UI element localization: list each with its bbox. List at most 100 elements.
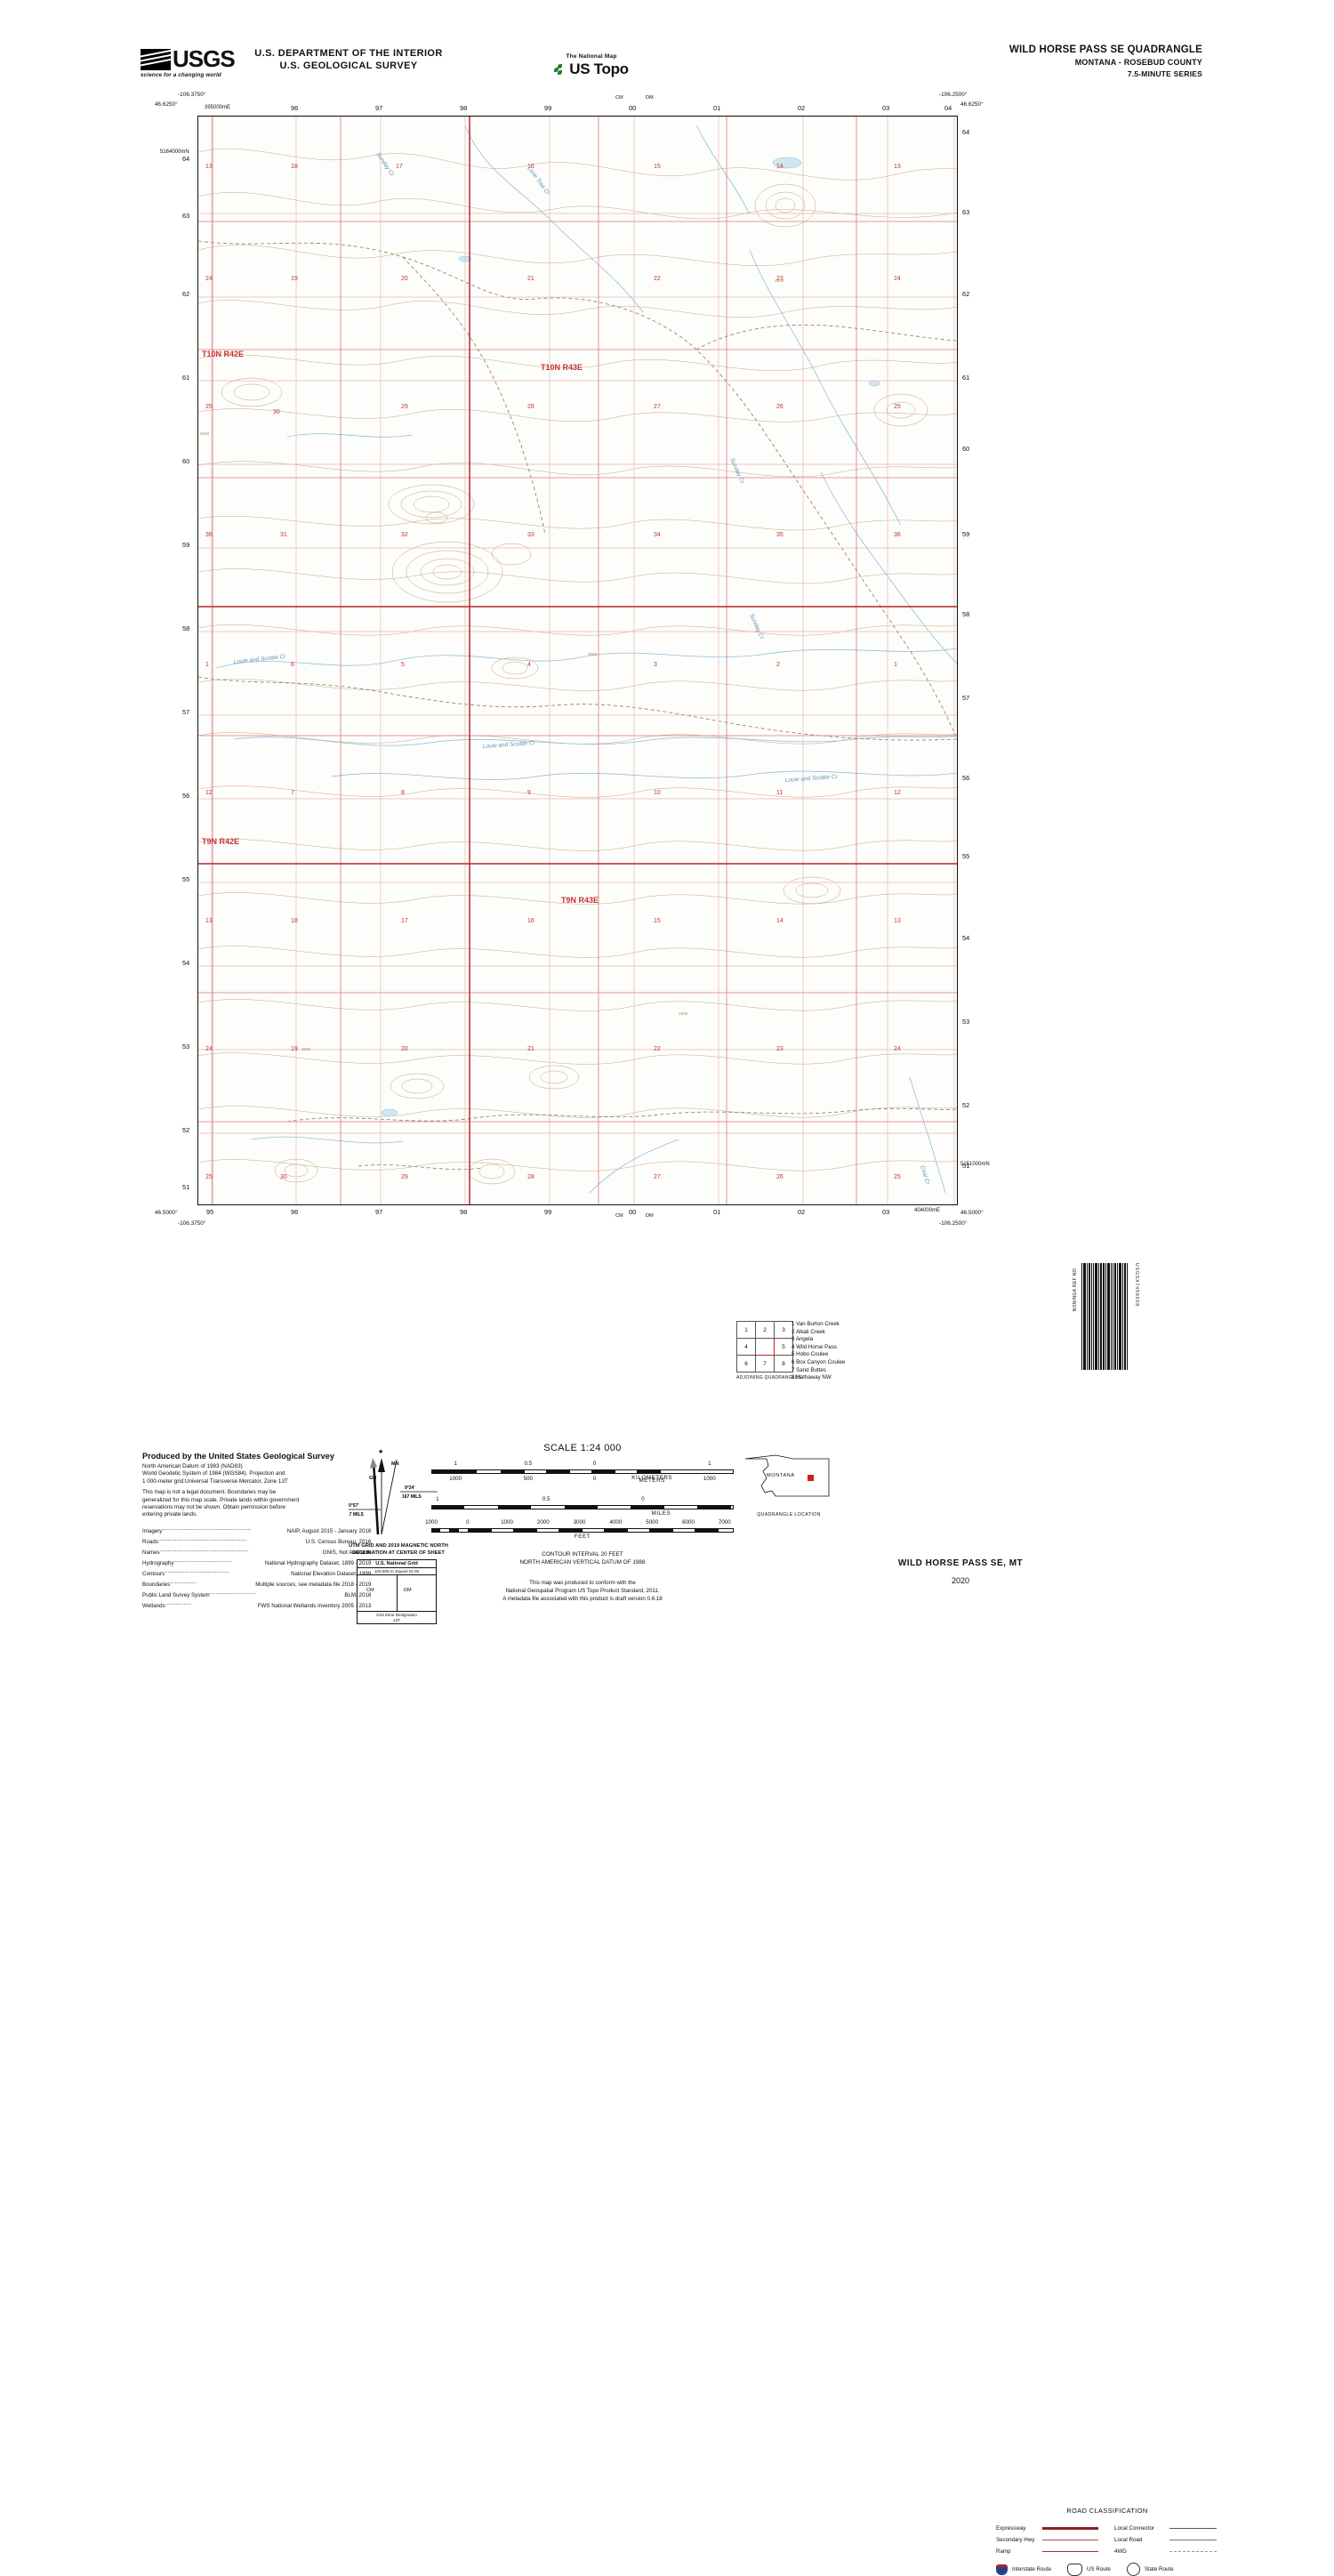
road-label-local-road: Local Road: [1114, 2537, 1143, 2543]
disclaimer-line-2: generalized for this map scale. Private …: [142, 1496, 300, 1503]
declination-caption-line-1: UTM GRID AND 2019 MAGNETIC NORTH: [349, 1543, 448, 1549]
corner-nw-lat: 46.6250°: [155, 101, 178, 108]
grid-tick-left-6: 58: [182, 624, 190, 632]
usng-footer-2: 13T: [393, 1618, 400, 1622]
grid-tick-right-8: 56: [962, 774, 970, 782]
grid-tick-right-0: 64: [962, 128, 970, 136]
disclaimer-line-1: This map is not a legal document. Bounda…: [142, 1489, 277, 1496]
usng-footer-1: Grid Zone Designation: [358, 1611, 436, 1618]
scale-ft-tick-7: 6000: [682, 1519, 695, 1525]
grid-tick-left-1: 63: [182, 212, 190, 220]
svg-text:30: 30: [280, 1174, 287, 1180]
grid-tick-bottom-8: 03: [882, 1208, 890, 1216]
usng-title: U.S. National Grid: [358, 1560, 436, 1568]
quad-location-marker: [808, 1475, 814, 1481]
svg-text:22: 22: [654, 1046, 661, 1052]
svg-text:32: 32: [401, 532, 408, 538]
national-map-logo: The National Map US Topo: [534, 53, 649, 78]
utm-northing-bottom: 5151000mN: [960, 1162, 990, 1167]
agency-line-1: U.S. DEPARTMENT OF THE INTERIOR: [254, 48, 443, 59]
map-body[interactable]: 13 18 17 16 15 14 13 24 19 20 21 22 23 24 25 30 29 28 27…: [155, 92, 990, 1227]
grid-tick-top-4: 00: [629, 104, 637, 112]
grid-tick-left-3: 61: [182, 374, 190, 382]
grid-tick-bottom-4: 99: [544, 1208, 552, 1216]
svg-text:16: 16: [527, 918, 534, 924]
svg-text:16: 16: [527, 164, 534, 170]
source-row: Public Land Survey System...............…: [142, 1589, 371, 1599]
locator-caption: QUADRANGLE LOCATION: [757, 1512, 821, 1517]
adjoining-cell-5: 5: [774, 1338, 793, 1356]
source-row: Wetlands................. FWS National W…: [142, 1599, 371, 1610]
svg-text:29: 29: [401, 1174, 408, 1180]
grid-tick-right-9: 55: [962, 852, 970, 860]
grid-tick-bottom-2: 97: [375, 1208, 383, 1216]
svg-text:14: 14: [776, 164, 784, 170]
grid-tick-top-5: 01: [713, 104, 721, 112]
adjoining-list-item: 7 Sand Buttes: [792, 1366, 826, 1373]
svg-text:2: 2: [776, 662, 780, 668]
grid-tick-right-5: 59: [962, 530, 970, 538]
svg-text:25: 25: [205, 404, 213, 410]
grid-label-cm-top: CM: [615, 95, 623, 101]
grid-tick-right-12: 52: [962, 1101, 970, 1109]
grid-tick-bottom-1: 96: [291, 1208, 299, 1216]
grid-label-dm-bottom: DM: [646, 1213, 654, 1219]
source-value-5: Multiple sources; see metadata file 2018…: [255, 1581, 372, 1588]
grid-tick-right-3: 61: [962, 374, 970, 382]
grid-label-dm-top: DM: [646, 95, 654, 101]
source-label-0: Imagery.................................…: [142, 1525, 252, 1534]
disclaimer-line-4: entering private lands.: [142, 1511, 197, 1518]
quadrangle-locator: MONTANA QUADRANGLE LOCATION: [740, 1448, 838, 1517]
road-sample-4wd: [1169, 2551, 1217, 2552]
source-value-7: FWS National Wetlands Inventory 2005 - 2…: [257, 1602, 372, 1609]
scale-m-tick-1: 500: [523, 1476, 533, 1482]
svg-text:28: 28: [527, 404, 534, 410]
scale-ft-tick-6: 5000: [646, 1519, 659, 1525]
usgs-tagline: science for a changing world: [141, 72, 221, 78]
conformance-line-1: This map was produced to conform with th…: [529, 1580, 636, 1586]
svg-text:7: 7: [291, 790, 294, 796]
quadrangle-name: WILD HORSE PASS SE QUADRANGLE: [1009, 44, 1202, 55]
grid-tick-right-7: 57: [962, 694, 970, 702]
road-sample-expressway: [1042, 2527, 1098, 2530]
svg-text:25: 25: [894, 1174, 901, 1180]
svg-text:26: 26: [776, 404, 784, 410]
montana-outline-icon: [744, 1454, 830, 1497]
source-row: Boundaries................. Multiple sou…: [142, 1578, 371, 1589]
road-label-local-connector: Local Connector: [1114, 2525, 1155, 2532]
usng-subtitle: 100,000-m Square ID 00: [358, 1568, 436, 1575]
grid-tick-right-11: 53: [962, 1018, 970, 1026]
grid-tick-bottom-0: 95: [206, 1208, 214, 1216]
road-sample-local-connector: [1169, 2528, 1217, 2529]
scale-km-tick-1: 0.5: [524, 1461, 533, 1467]
svg-text:T10N R42E: T10N R42E: [202, 350, 244, 358]
conformance-note: This map was produced to conform with th…: [431, 1579, 734, 1603]
grid-tick-right-4: 60: [962, 445, 970, 453]
svg-text:14: 14: [776, 918, 784, 924]
source-value-1: U.S. Census Bureau, 2016: [305, 1538, 372, 1545]
source-label-1: Roads...................................…: [142, 1535, 247, 1545]
svg-text:17 MILS: 17 MILS: [349, 1512, 365, 1517]
grid-tick-left-7: 57: [182, 708, 190, 716]
grid-tick-left-9: 55: [182, 875, 190, 883]
scale-ft-tick-4: 3000: [573, 1519, 586, 1525]
barcode-number: USGSX7459028: [1134, 1263, 1139, 1307]
conformance-line-3: A metadata file associated with this pro…: [502, 1596, 663, 1602]
scale-ft-tick-2: 1000: [501, 1519, 513, 1525]
road-legend-right-column: Local Connector Local Road 4WD: [1114, 2523, 1217, 2557]
grid-tick-right-6: 58: [962, 610, 970, 618]
svg-text:18: 18: [291, 918, 298, 924]
interstate-label: Interstate Route: [1012, 2566, 1052, 2572]
usng-box: U.S. National Grid 100,000-m Square ID 0…: [357, 1559, 437, 1624]
svg-text:19: 19: [291, 276, 298, 282]
source-value-3: National Hydrography Dataset, 1899 - 201…: [264, 1559, 372, 1566]
svg-text:11: 11: [776, 790, 783, 796]
interstate-shield: Interstate Route: [996, 2564, 1051, 2575]
adjoining-list-item: 8 Hathaway NW: [792, 1374, 832, 1381]
contour-interval: CONTOUR INTERVAL 20 FEET: [542, 1551, 623, 1558]
svg-text:25: 25: [205, 1174, 213, 1180]
scale-km-unit: KILOMETERS: [631, 1475, 673, 1481]
source-label-4: Contours................................…: [142, 1567, 229, 1577]
scale-bar-miles: 1 0.5 0 MILES: [431, 1496, 734, 1517]
contour-info: CONTOUR INTERVAL 20 FEET NORTH AMERICAN …: [431, 1550, 734, 1566]
